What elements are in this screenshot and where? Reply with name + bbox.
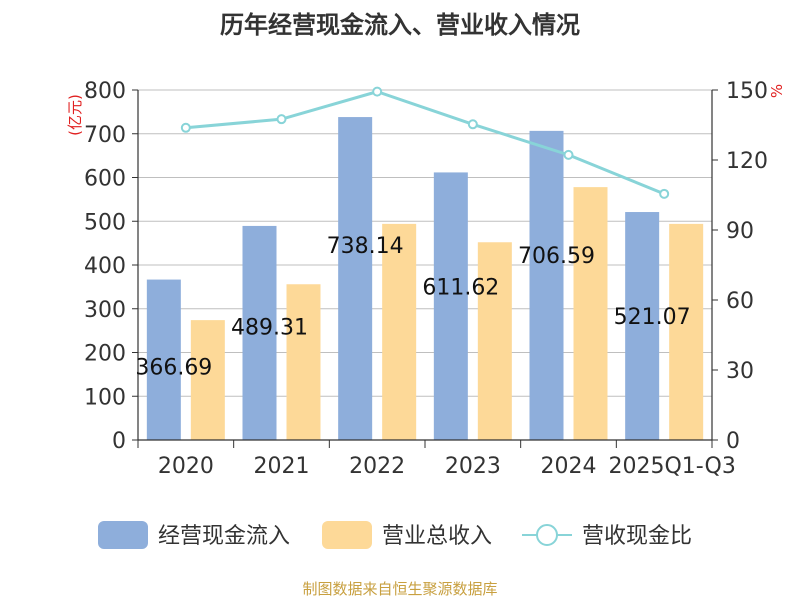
legend-marker [536, 524, 558, 546]
left-tick-label: 800 [84, 79, 126, 104]
grid-lines [138, 89, 712, 397]
axes-group: 0 100 200 300 400 500 600 700 800 0 30 60 90 120 150 20… [84, 79, 768, 479]
ratio-point[interactable] [276, 114, 287, 125]
x-tick-label: 2025Q1-Q3 [608, 454, 735, 479]
right-tick-label: 60 [726, 289, 754, 314]
x-tick-label: 2021 [254, 454, 310, 479]
bar-cash-inflow[interactable] [529, 130, 564, 440]
ratio-point[interactable] [563, 149, 574, 160]
left-tick-label: 600 [84, 167, 126, 192]
data-label: 706.59 [518, 244, 595, 269]
bar-revenue[interactable] [190, 320, 225, 440]
left-tick-label: 200 [84, 342, 126, 367]
bar-revenue[interactable] [669, 223, 704, 440]
right-tick-label: 30 [726, 359, 754, 384]
x-tick-label: 2020 [158, 454, 214, 479]
ratio-point[interactable] [659, 188, 670, 199]
ratio-line-group [180, 86, 670, 199]
legend-item[interactable]: 营收现金比 [522, 524, 692, 549]
bar-revenue[interactable] [382, 223, 417, 440]
right-tick-label: 90 [726, 219, 754, 244]
x-tick-label: 2023 [445, 454, 501, 479]
bar-revenue[interactable] [573, 187, 608, 440]
chart-title: 历年经营现金流入、营业收入情况 [220, 11, 580, 39]
data-label: 521.07 [614, 305, 691, 330]
legend-label: 营收现金比 [582, 524, 692, 549]
data-label: 611.62 [422, 275, 499, 300]
data-labels-group: 366.69 489.31 738.14 611.62 706.59 521.07 [135, 234, 690, 381]
left-tick-label: 400 [84, 254, 126, 279]
bars-group [146, 117, 704, 440]
source-note: 制图数据来自恒生聚源数据库 [302, 580, 497, 598]
ratio-line [185, 90, 665, 196]
left-tick-label: 100 [84, 385, 126, 410]
bar-revenue[interactable] [477, 242, 512, 440]
right-tick-label: 120 [726, 149, 768, 174]
left-tick-label: 0 [112, 429, 126, 454]
left-tick-label: 700 [84, 123, 126, 148]
x-tick-label: 2022 [349, 454, 405, 479]
right-tick-label: 0 [726, 429, 740, 454]
left-axis-unit: (亿元) [66, 94, 84, 136]
bar-cash-inflow[interactable] [433, 172, 468, 440]
right-tick-label: 150 [726, 79, 768, 104]
bar-revenue[interactable] [286, 284, 321, 440]
data-label: 366.69 [135, 356, 212, 381]
legend-label: 营业总收入 [382, 524, 492, 549]
ratio-point[interactable] [467, 119, 478, 130]
bar-cash-inflow[interactable] [625, 212, 660, 440]
legend-swatch [98, 521, 148, 549]
ratio-point[interactable] [372, 86, 383, 97]
bar-cash-inflow[interactable] [338, 117, 373, 440]
x-tick-label: 2024 [541, 454, 597, 479]
legend-item[interactable]: 营业总收入 [322, 521, 492, 549]
bar-cash-inflow[interactable] [242, 225, 277, 440]
legend-label: 经营现金流入 [158, 524, 290, 549]
data-label: 738.14 [327, 234, 404, 259]
legend-swatch [322, 521, 372, 549]
ratio-point[interactable] [180, 122, 191, 133]
bar-cash-inflow[interactable] [146, 279, 181, 440]
left-tick-label: 500 [84, 210, 126, 235]
left-tick-label: 300 [84, 298, 126, 323]
right-axis-unit: % [768, 84, 786, 98]
legend: 经营现金流入 营业总收入 营收现金比 [98, 521, 692, 549]
data-label: 489.31 [231, 315, 308, 340]
legend-item[interactable]: 经营现金流入 [98, 521, 290, 549]
